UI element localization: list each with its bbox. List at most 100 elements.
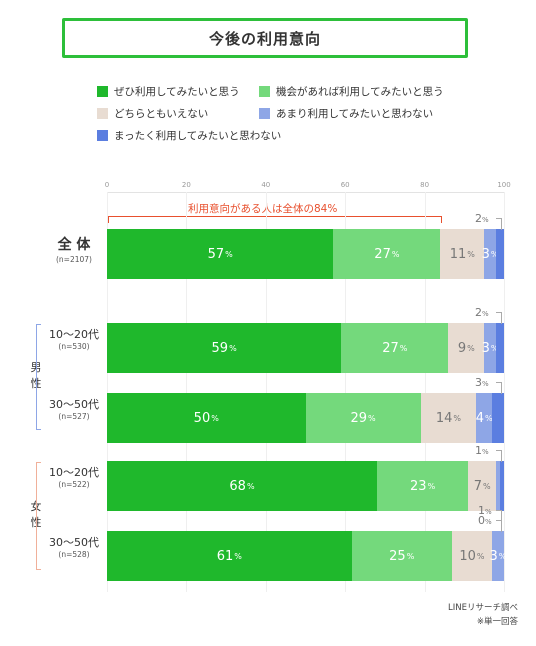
answer-note: ※単一回答	[476, 617, 518, 627]
outside-value: 0	[478, 514, 485, 527]
outside-data-label: 1%	[475, 444, 489, 457]
x-tick-label: 0	[104, 181, 110, 189]
legend-label: あまり利用してみたいと思わない	[276, 108, 434, 120]
legend-item: どちらともいえない	[97, 106, 208, 121]
outside-value: 3	[475, 376, 482, 389]
outside-data-label: 3%	[475, 376, 489, 389]
axis-line	[107, 192, 504, 193]
outside-data-label: 2%	[475, 306, 489, 319]
grid-line	[424, 192, 426, 592]
data-label: 3	[489, 548, 498, 564]
percent-sign: %	[225, 249, 233, 259]
outside-data-label: 2%	[475, 212, 489, 225]
legend-swatch	[97, 86, 108, 97]
data-label: 11	[449, 246, 467, 262]
data-label: 7	[473, 478, 482, 494]
percent-sign: %	[391, 249, 400, 259]
outside-value: 2	[475, 212, 482, 225]
bar-segment: 3%	[489, 531, 507, 581]
percent-sign: %	[453, 413, 461, 423]
bar-segment: 9%	[448, 323, 485, 373]
category-label: 全 体	[57, 237, 91, 253]
category-label: 30〜50代	[49, 536, 99, 549]
bar-segment	[496, 461, 500, 511]
bar-segment: 27%	[341, 323, 449, 373]
category-label: 10〜20代	[49, 466, 99, 479]
data-label: 50	[193, 410, 211, 426]
percent-sign: %	[234, 551, 242, 561]
data-label: 27	[382, 340, 399, 356]
grid-line	[345, 192, 347, 592]
percent-sign: %	[485, 518, 492, 526]
bar-segment	[492, 393, 504, 443]
percent-sign: %	[485, 508, 492, 516]
sample-size-label: (n=530)	[58, 342, 90, 351]
percent-sign: %	[490, 249, 499, 259]
percent-sign: %	[467, 343, 475, 353]
leader-line	[496, 520, 502, 532]
percent-sign: %	[498, 551, 507, 561]
x-tick-label: 40	[261, 181, 271, 189]
bar-row: 57% 27% 11% 3%	[107, 229, 504, 279]
sample-size-label: (n=528)	[58, 550, 90, 559]
legend-swatch	[97, 108, 108, 119]
percent-sign: %	[482, 380, 489, 388]
bar-segment: 11%	[440, 229, 485, 279]
sample-size-label: (n=527)	[58, 412, 90, 421]
outside-value: 1	[475, 444, 482, 457]
percent-sign: %	[482, 216, 489, 224]
legend-item: あまり利用してみたいと思わない	[259, 106, 433, 121]
percent-sign: %	[368, 413, 376, 423]
data-label: 14	[435, 410, 453, 426]
data-label: 9	[457, 340, 467, 356]
percent-sign: %	[246, 481, 255, 491]
bar-segment: 29%	[305, 393, 421, 443]
bar-segment: 14%	[420, 393, 477, 443]
percent-sign: %	[482, 448, 489, 456]
bar-segment: 10%	[451, 531, 492, 581]
legend-label: まったく利用してみたいと思わない	[114, 130, 282, 142]
percent-sign: %	[490, 343, 499, 353]
data-label: 23	[410, 478, 427, 494]
data-label: 4	[475, 410, 484, 426]
percent-sign: %	[211, 413, 219, 423]
percent-sign: %	[484, 413, 493, 423]
outside-data-label: 0%	[478, 514, 492, 527]
bar-row: 61% 25% 10% 3%	[107, 531, 507, 581]
percent-sign: %	[406, 551, 415, 561]
legend-swatch	[259, 86, 270, 97]
data-label: 29	[350, 410, 368, 426]
outside-value: 2	[475, 306, 482, 319]
category-label: 30〜50代	[49, 398, 99, 411]
female-bracket	[36, 462, 41, 570]
data-label: 3	[481, 246, 490, 262]
x-tick-label: 60	[340, 181, 350, 189]
leader-line	[496, 218, 502, 230]
sample-size-label: (n=2107)	[56, 255, 92, 264]
bar-segment: 27%	[333, 229, 441, 279]
grid-line	[107, 192, 108, 592]
data-label: 10	[459, 548, 476, 564]
bar-row: 50% 29% 14% 4%	[107, 393, 504, 443]
bar-segment: 3%	[481, 229, 499, 279]
data-label: 25	[389, 548, 406, 564]
source-note: LINEリサーチ調べ	[448, 603, 518, 613]
sample-size-label: (n=522)	[58, 480, 90, 489]
legend-item: ぜひ利用してみたいと思う	[97, 84, 240, 99]
percent-sign: %	[399, 343, 408, 353]
legend-label: ぜひ利用してみたいと思う	[114, 86, 240, 98]
callout-bracket	[108, 216, 442, 223]
percent-sign: %	[482, 310, 489, 318]
bar-segment: 25%	[351, 531, 452, 581]
outside-value: 1	[478, 504, 485, 517]
bar-segment: 4%	[475, 393, 493, 443]
bar-segment: 50%	[107, 393, 306, 443]
callout-annotation: 利用意向がある人は全体の84%	[188, 203, 338, 215]
legend-label: どちらともいえない	[114, 108, 209, 120]
bar-row: 59% 27% 9% 3%	[107, 323, 504, 373]
bar-segment: 3%	[482, 323, 499, 373]
bar-segment: 7%	[468, 461, 497, 511]
bar-segment: 57%	[107, 229, 334, 279]
percent-sign: %	[427, 481, 436, 491]
